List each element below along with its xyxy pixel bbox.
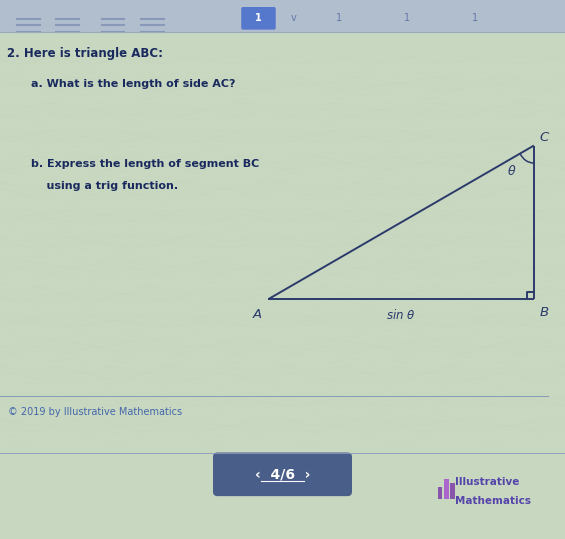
Text: C: C: [540, 131, 549, 144]
Text: b. Express the length of segment BC: b. Express the length of segment BC: [31, 160, 259, 169]
Text: ‹  4/6  ›: ‹ 4/6 ›: [255, 467, 310, 481]
Bar: [450, 483, 455, 499]
Text: 1: 1: [472, 13, 477, 23]
FancyBboxPatch shape: [0, 0, 565, 32]
Text: a. What is the length of side AC?: a. What is the length of side AC?: [31, 79, 236, 88]
Text: 1: 1: [404, 13, 410, 23]
Text: sin $\theta$: sin $\theta$: [386, 308, 416, 322]
Bar: [444, 479, 449, 499]
Text: Mathematics: Mathematics: [455, 496, 531, 506]
Text: 1: 1: [255, 13, 262, 23]
Text: 2. Here is triangle ABC:: 2. Here is triangle ABC:: [7, 47, 163, 60]
Bar: [438, 487, 442, 499]
Text: Illustrative: Illustrative: [455, 478, 519, 487]
Text: v: v: [291, 13, 297, 23]
FancyBboxPatch shape: [213, 453, 352, 496]
Text: A: A: [253, 308, 262, 321]
Text: using a trig function.: using a trig function.: [31, 181, 178, 191]
FancyBboxPatch shape: [241, 7, 276, 30]
Text: $\theta$: $\theta$: [507, 164, 516, 178]
Text: B: B: [540, 306, 549, 319]
Text: 1: 1: [336, 13, 342, 23]
Text: © 2019 by Illustrative Mathematics: © 2019 by Illustrative Mathematics: [8, 407, 182, 417]
